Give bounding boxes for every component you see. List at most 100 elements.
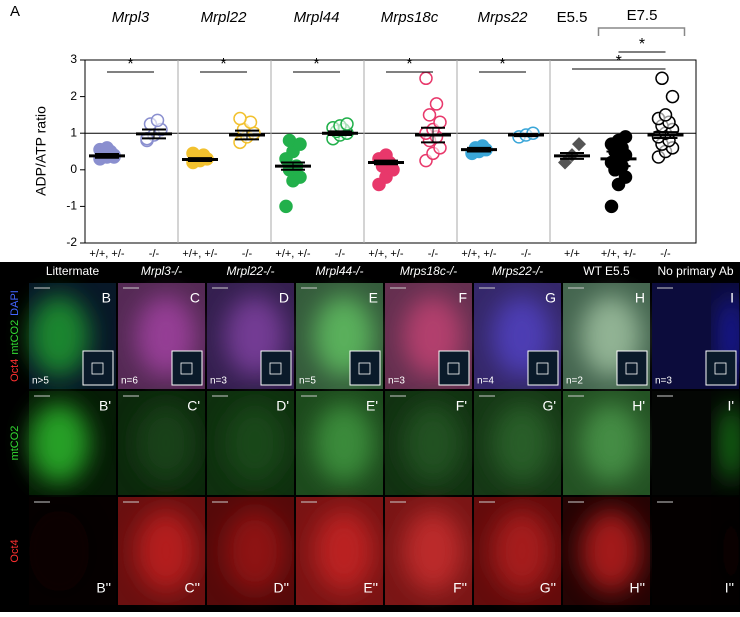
- data-point: [429, 97, 444, 111]
- y-tick-label: -2: [66, 235, 77, 249]
- x-tick-label: +/+, +/-: [601, 248, 636, 260]
- significance-label: *: [639, 36, 645, 53]
- panel-letter: C: [190, 290, 200, 306]
- column-header: Littermate: [46, 264, 100, 278]
- data-point: [572, 137, 586, 152]
- panel-letter: H: [635, 290, 645, 306]
- inset-box: [91, 362, 104, 375]
- data-point: [618, 130, 633, 144]
- data-point: [665, 89, 680, 104]
- micrograph-texture: [29, 509, 90, 593]
- micrograph-texture: [135, 509, 196, 593]
- micrograph-signal: [29, 403, 90, 483]
- data-point: [433, 141, 447, 155]
- inset-box: [625, 362, 638, 375]
- row-label: Oct4: [9, 539, 21, 562]
- significance-label: *: [499, 56, 505, 73]
- x-tick-label: +/+, +/-: [182, 248, 217, 260]
- x-tick-label: -/-: [242, 248, 253, 260]
- panel-letter: D': [276, 398, 289, 414]
- row-label-part: mtCO2: [9, 320, 21, 355]
- row-label: mtCO2: [9, 426, 21, 461]
- group-label: Mrpl22: [201, 9, 248, 26]
- row-label-part: Oct4: [9, 539, 21, 562]
- micrograph-signal: [580, 509, 641, 593]
- significance-label: *: [220, 56, 226, 73]
- column-header: Mrpl44-/-: [315, 264, 363, 278]
- panel-letter: G': [542, 398, 556, 414]
- data-point: [419, 71, 433, 86]
- panel-letter: G: [545, 290, 556, 306]
- data-point: [150, 113, 165, 128]
- micrograph-texture: [224, 509, 285, 593]
- x-tick-label: +/+, +/-: [275, 248, 310, 260]
- column-header: Mrps22-/-: [492, 264, 543, 278]
- panel-letter: D'': [274, 580, 289, 596]
- inset: [705, 350, 737, 386]
- micrograph-signal: [29, 509, 90, 593]
- data-point: [293, 170, 307, 184]
- inset-box: [447, 362, 460, 375]
- panel-letter: H'': [630, 580, 645, 596]
- inset-box: [358, 362, 371, 375]
- micrograph-signal: [224, 403, 285, 483]
- sample-count: n=5: [299, 376, 316, 387]
- x-tick-label: +/+, +/-: [461, 248, 496, 260]
- micrograph-signal: [224, 509, 285, 593]
- panel-letter: B: [102, 290, 111, 306]
- x-tick-label: +/+: [564, 248, 580, 260]
- data-point: [379, 148, 393, 162]
- data-point: [340, 117, 354, 131]
- data-point: [233, 111, 247, 126]
- inset-box: [714, 362, 727, 375]
- panel-letter: E': [366, 398, 378, 414]
- x-tick-label: -/-: [660, 248, 671, 260]
- x-tick-label: -/-: [335, 248, 346, 260]
- micrograph-texture: [29, 295, 90, 377]
- data-point: [604, 199, 619, 214]
- inset-box: [536, 362, 549, 375]
- y-tick-label: 3: [70, 52, 77, 66]
- row-label: Oct4 mtCO2 DAPI: [9, 290, 21, 382]
- micrograph-signal: [580, 403, 641, 483]
- column-header: Mrps18c-/-: [400, 264, 457, 278]
- sample-count: n=3: [210, 376, 227, 387]
- group-label: Mrpl3: [112, 9, 150, 26]
- micrograph-texture: [29, 403, 90, 483]
- sample-count: n=4: [477, 376, 494, 387]
- group-label: Mrpl44: [294, 9, 340, 26]
- inset: [260, 350, 292, 386]
- micrograph-signal: [491, 509, 552, 593]
- panel-letter: F': [456, 398, 467, 414]
- column-header: WT E5.5: [583, 264, 630, 278]
- panel-letter: F'': [453, 580, 467, 596]
- column-header: Mrpl3-/-: [141, 264, 182, 278]
- row-label-part: mtCO2: [9, 426, 21, 461]
- group-label: Mrps22: [477, 9, 528, 26]
- panel-letter: C'': [185, 580, 200, 596]
- x-tick-label: -/-: [149, 248, 160, 260]
- micrograph-texture: [313, 403, 374, 483]
- micrograph-texture: [402, 403, 463, 483]
- row-label-part: Oct4: [9, 359, 21, 382]
- column-header: No primary Ab: [657, 264, 733, 278]
- micrograph-texture: [491, 509, 552, 593]
- micrograph-texture: [135, 403, 196, 483]
- group-label: E5.5: [557, 9, 588, 26]
- panel-letter: I: [730, 290, 734, 306]
- panel-letter: E: [369, 290, 378, 306]
- micrograph-signal: [313, 403, 374, 483]
- micrograph-signal: [135, 509, 196, 593]
- micrograph-texture: [313, 509, 374, 593]
- sample-count: n=6: [121, 376, 138, 387]
- micrograph-signal: [721, 403, 740, 483]
- data-point: [433, 115, 447, 129]
- micrograph-signal: [29, 295, 90, 377]
- micrograph-signal: [491, 403, 552, 483]
- inset: [349, 350, 381, 386]
- y-tick-label: -1: [66, 199, 77, 213]
- y-axis-label: ADP/ATP ratio: [33, 106, 49, 196]
- panel-letter: E'': [363, 580, 378, 596]
- inset: [171, 350, 203, 386]
